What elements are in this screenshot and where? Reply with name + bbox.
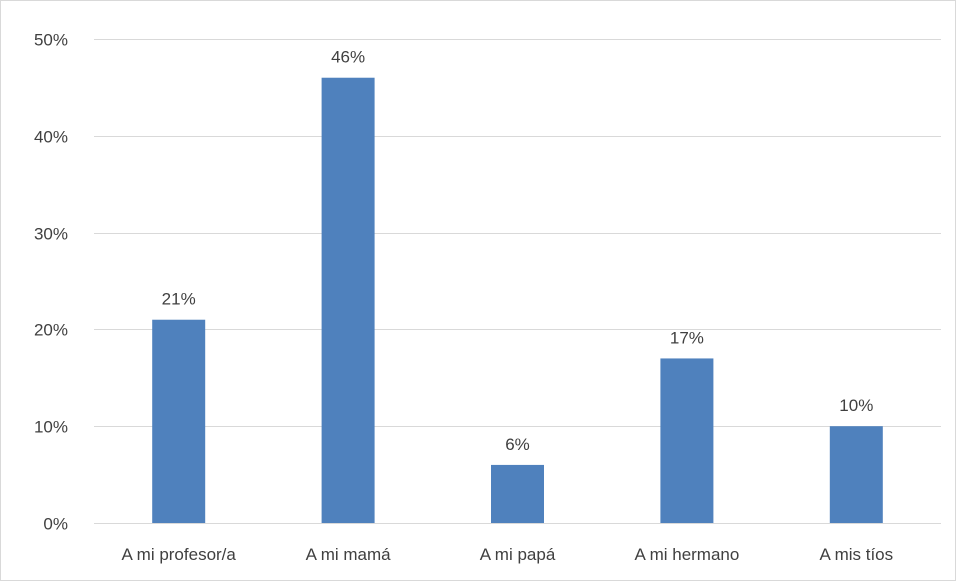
x-tick-label: A mi profesor/a	[122, 545, 237, 564]
x-axis-tick-labels: A mi profesor/a A mi mamá A mi papá A mi he…	[122, 545, 894, 564]
y-tick-label: 40%	[34, 128, 68, 147]
data-label: 17%	[670, 328, 704, 347]
bars	[152, 77, 883, 523]
gridlines	[94, 39, 941, 524]
y-axis-tick-labels: 0% 10% 20% 30% 40% 50%	[34, 31, 68, 534]
x-tick-label: A mi mamá	[306, 545, 392, 564]
x-tick-label: A mis tíos	[819, 545, 893, 564]
y-tick-label: 30%	[34, 225, 68, 244]
bar	[660, 358, 714, 523]
y-tick-label: 10%	[34, 418, 68, 437]
data-label: 46%	[331, 48, 365, 67]
bar	[491, 464, 544, 523]
data-label: 6%	[505, 435, 530, 454]
y-tick-label: 20%	[34, 321, 68, 340]
y-tick-label: 0%	[43, 515, 68, 534]
bar	[152, 319, 206, 523]
data-label: 21%	[162, 290, 196, 309]
data-label: 10%	[839, 396, 873, 415]
x-tick-label: A mi hermano	[634, 545, 739, 564]
x-tick-label: A mi papá	[480, 545, 556, 564]
bar	[321, 77, 375, 523]
y-tick-label: 50%	[34, 31, 68, 50]
bar	[829, 426, 883, 523]
data-labels: 21% 46% 6% 17% 10%	[162, 48, 874, 454]
